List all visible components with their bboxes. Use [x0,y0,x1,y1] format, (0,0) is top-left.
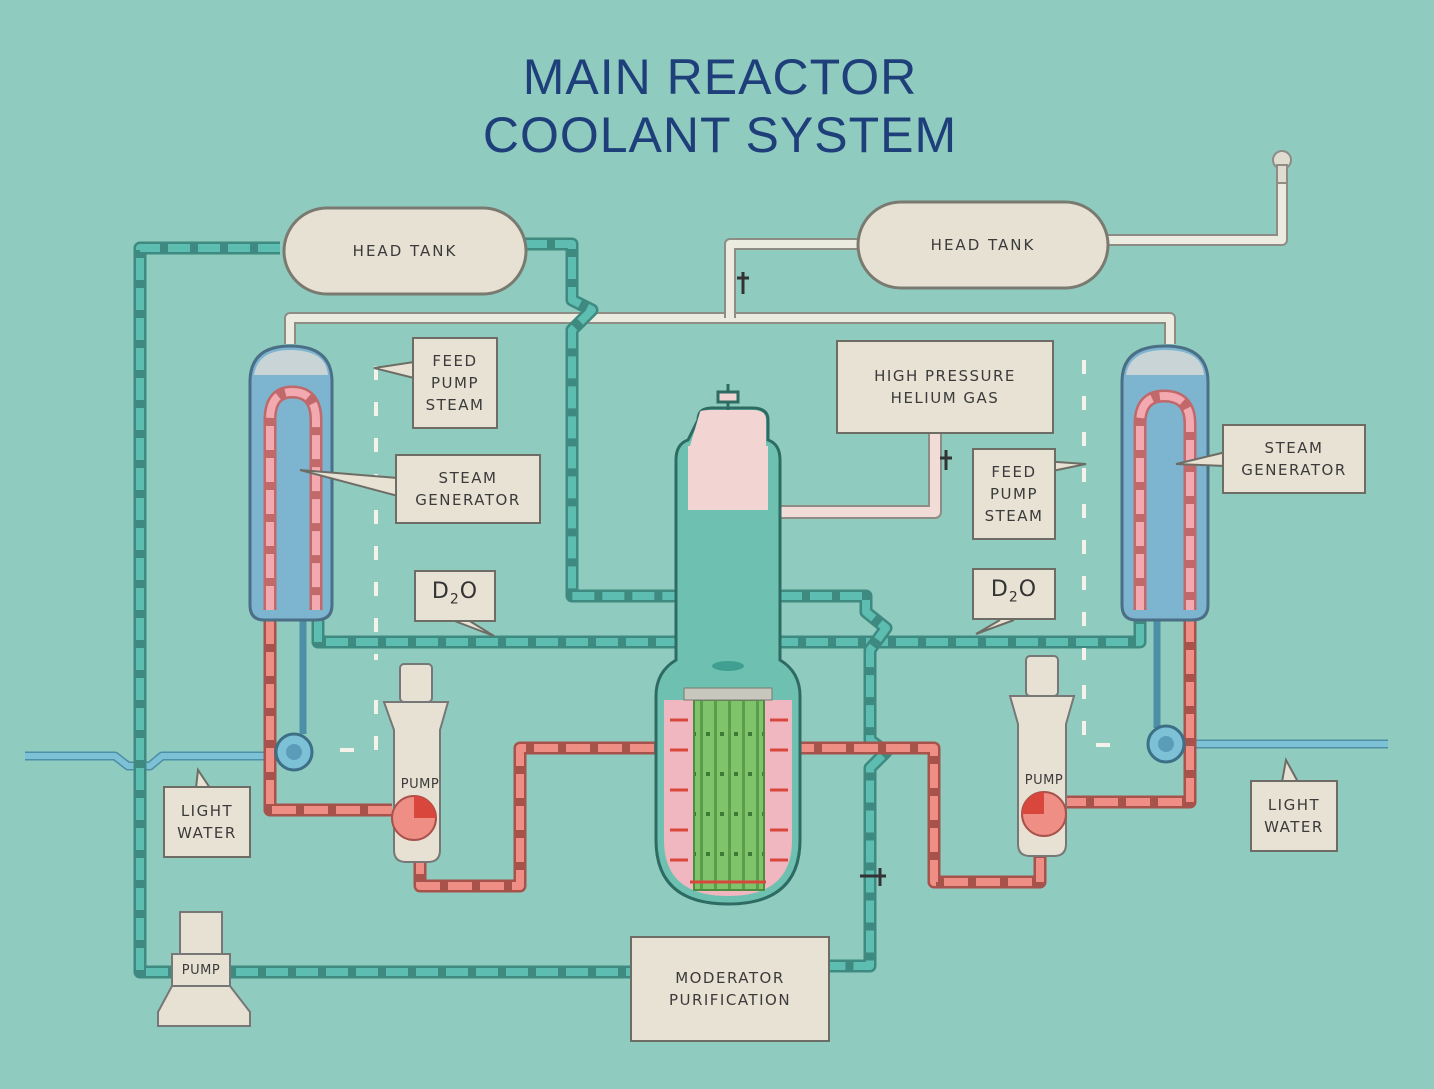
high-pressure-helium-label: HIGH PRESSURE HELIUM GAS [874,367,1016,407]
moderator-purification-box: MODERATOR PURIFICATION [630,936,830,1042]
moderator-purification-label: MODERATOR PURIFICATION [668,969,792,1009]
valve-helium-top [737,272,749,294]
d2o-left-box: D2O [414,570,496,622]
light-water-left-box: LIGHT WATER [163,786,251,858]
light-water-right-box: LIGHT WATER [1250,780,1338,852]
steam-generator-left-box: STEAM GENERATOR [395,454,541,524]
head-tank-left-label: HEAD TANK [352,242,458,260]
core-hot-marks [670,718,788,884]
title-line-2: COOLANT SYSTEM [482,107,958,163]
title-line-1: MAIN REACTOR [522,49,918,105]
helium-to-right-tank [724,238,862,318]
main-pump-left-body [382,663,450,863]
head-tank-left [282,206,528,296]
pump-bottom-label: PUMP [181,963,221,978]
label-pointers [195,361,1299,789]
head-tank-right-label: HEAD TANK [930,236,1036,254]
reactor-core [693,699,765,891]
reactor-vessel [654,406,802,906]
pump-left-label: PUMP [400,777,440,792]
pump-right-label: PUMP [1024,773,1064,788]
d2o-left-label: D2O [431,579,479,608]
helium-lines [284,180,1288,519]
steam-dash-lines [340,360,1110,752]
steam-generator-right-label: STEAM GENERATOR [1241,439,1347,479]
hot-coolant-lines [263,620,1197,893]
light-water-right-label: LIGHT WATER [1264,796,1324,836]
feed-pump-steam-right-label: FEED PUMP STEAM [984,463,1044,525]
feed-pump-steam-left-label: FEED PUMP STEAM [425,352,485,414]
d2o-right-label: D2O [990,577,1038,606]
hot-leg-right [790,741,1047,889]
feed-pump-right [1146,724,1186,764]
feed-pump-steam-left-box: FEED PUMP STEAM [412,337,498,429]
steam-generator-right-vessel [1120,344,1210,622]
valve-moderator [860,868,886,886]
reactor-top-nozzle [716,384,740,410]
main-pump-right-body [1008,655,1076,857]
feed-pump-steam-right-box: FEED PUMP STEAM [972,448,1056,540]
helium-vent [1105,180,1288,246]
light-water-left-label: LIGHT WATER [177,802,237,842]
d2o-loop-outer [133,241,640,979]
moderator-pump-body [157,911,251,1027]
steam-generator-left-label: STEAM GENERATOR [415,469,521,509]
helium-to-reactor [768,432,942,519]
d2o-head-tank-downcomer [525,237,690,603]
diagram-title: MAIN REACTOR COOLANT SYSTEM [360,48,1080,164]
valve-helium-reactor [940,450,952,470]
feed-pump-left [274,720,314,772]
steam-generator-left-vessel [248,344,334,622]
steam-generator-right-box: STEAM GENERATOR [1222,424,1366,494]
hot-leg-left [413,741,660,893]
high-pressure-helium-box: HIGH PRESSURE HELIUM GAS [836,340,1054,434]
head-tank-right [856,200,1110,290]
d2o-right-box: D2O [972,568,1056,620]
